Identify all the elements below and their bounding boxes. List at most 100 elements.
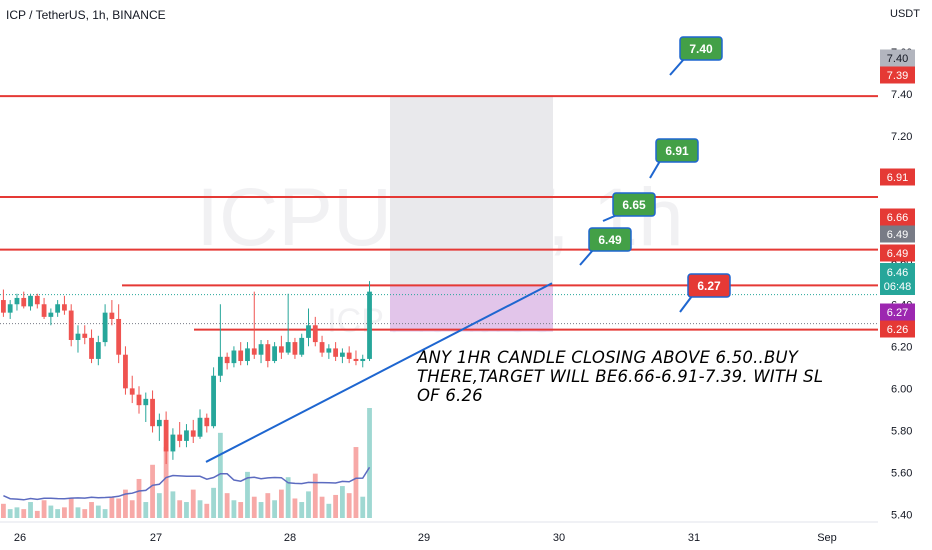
candle — [28, 293, 33, 311]
volume-bar — [48, 505, 54, 518]
volume-bar — [204, 503, 210, 518]
callout-label: 6.27 — [697, 279, 721, 293]
candle — [251, 291, 257, 359]
candle-body — [95, 342, 101, 359]
candle-body — [292, 342, 298, 355]
candle-body — [150, 398, 155, 427]
y-tick-label: 6.20 — [891, 341, 912, 353]
x-tick-label: Sep — [817, 532, 837, 544]
x-tick-label: 27 — [150, 532, 162, 544]
axis-badge-label: 6.66 — [887, 212, 908, 224]
volume-bar — [62, 507, 67, 518]
candle — [285, 293, 291, 355]
callout-box — [679, 36, 723, 61]
y-tick-label: 7.20 — [891, 131, 912, 143]
candle — [340, 348, 345, 364]
candle — [7, 300, 13, 319]
candle-body — [224, 356, 230, 364]
candle-body — [319, 342, 325, 353]
axis-badge-bg — [880, 244, 915, 262]
volume-bar — [326, 503, 332, 518]
callout-6-65: 6.65 — [602, 192, 656, 222]
candle-body — [177, 434, 183, 441]
candle-body — [170, 434, 176, 452]
candle-body — [7, 304, 13, 313]
volume-bar — [156, 493, 162, 518]
candle — [326, 344, 332, 359]
volume-bar — [41, 500, 47, 518]
candle-body — [238, 350, 244, 362]
volume-bar — [346, 493, 352, 518]
candle-body — [367, 291, 372, 359]
callout-box — [687, 273, 731, 298]
volume-bar — [95, 505, 101, 518]
volume-bar — [353, 447, 359, 518]
candle-body — [217, 356, 223, 376]
x-tick-label: 30 — [553, 532, 565, 544]
last-price-bg — [880, 263, 915, 295]
candle-body — [68, 310, 74, 340]
volume-bar — [231, 500, 237, 518]
candle — [367, 281, 372, 362]
volume-bar — [89, 502, 94, 518]
candle-body — [136, 394, 142, 406]
candle — [184, 424, 189, 448]
candle-body — [163, 419, 169, 452]
axis-badge-bg — [880, 303, 915, 321]
axis-badge-label: 6.91 — [887, 172, 908, 184]
candle-body — [28, 295, 33, 307]
candle-body — [299, 337, 305, 355]
candle — [14, 293, 20, 311]
candle-body — [102, 312, 108, 343]
volume-bar — [102, 509, 108, 518]
candle — [129, 375, 135, 404]
candle — [82, 325, 88, 345]
axis-badge-6-49: 6.49 — [880, 225, 915, 243]
axis-badge-label: 6.49 — [887, 229, 908, 241]
candle — [123, 346, 128, 395]
volume-bar — [123, 489, 128, 518]
callout-box — [612, 192, 656, 217]
callout-pointer — [649, 160, 661, 179]
callout-6-91: 6.91 — [649, 138, 699, 179]
callout-label: 7.40 — [689, 42, 713, 56]
volume-bar — [177, 500, 183, 518]
candle — [163, 411, 169, 465]
callout-pointer — [669, 58, 685, 76]
candle-body — [353, 358, 359, 362]
candle — [224, 352, 230, 370]
candle-body — [41, 304, 47, 317]
axis-badge-label: 7.39 — [887, 70, 908, 82]
candle-body — [21, 297, 27, 307]
y-tick-label: 5.80 — [891, 425, 912, 437]
y-tick-label: 7.40 — [891, 89, 912, 101]
axis-badge-bg — [880, 320, 915, 338]
volume-bar — [14, 507, 20, 518]
candle — [21, 291, 27, 309]
callout-6-27: 6.27 — [679, 273, 731, 313]
trade-note: ANY 1HR CANDLE CLOSING ABOVE 6.50..BUY T… — [417, 348, 824, 405]
candle — [360, 354, 366, 368]
volume-bar — [75, 507, 81, 518]
candle-body — [34, 295, 40, 305]
axis-badge-6-27: 6.27 — [880, 303, 915, 321]
candle — [41, 297, 47, 319]
candle-body — [251, 348, 257, 355]
candle-body — [211, 375, 216, 427]
x-tick-label: 31 — [688, 532, 700, 544]
axis-badge-label: 6.27 — [887, 307, 908, 319]
candle-body — [333, 348, 339, 357]
candle-body — [143, 398, 149, 406]
candle — [156, 413, 162, 441]
volume-bar — [116, 498, 122, 518]
volume-bar — [217, 432, 223, 518]
candle-body — [1, 300, 6, 313]
candle-body — [89, 337, 94, 359]
volume-bar — [28, 502, 33, 518]
volume-bar — [258, 502, 264, 518]
callout-label: 6.65 — [622, 198, 646, 212]
callout-label: 6.91 — [665, 144, 689, 158]
candle — [48, 308, 54, 326]
volume-bar — [136, 478, 142, 518]
